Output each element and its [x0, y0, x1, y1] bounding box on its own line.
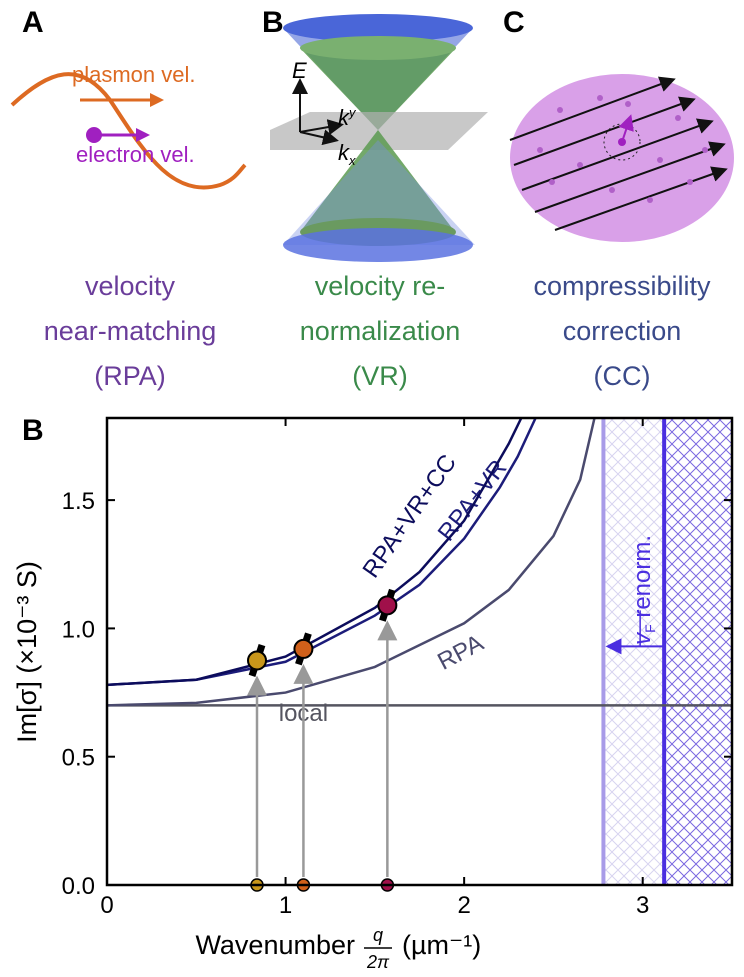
dot [647, 197, 653, 203]
caption-line: velocity [85, 271, 176, 301]
dot [597, 95, 603, 101]
dot [557, 107, 563, 113]
wave [12, 74, 245, 187]
x-axis-label: q [373, 925, 383, 945]
caption-line: compressibility [533, 271, 711, 301]
x-tick-label: 3 [636, 892, 649, 919]
label: electron vel. [76, 142, 195, 167]
caption-line: normalization [300, 316, 461, 346]
cone-bottom [283, 228, 473, 262]
panel-c: C [503, 6, 734, 242]
caption: velocity re- normalization (VR) [300, 271, 461, 391]
figure: A plasmon vel. electron vel. B E ky kx C [0, 0, 744, 977]
caption-line: velocity re- [315, 271, 446, 301]
label: plasmon vel. [72, 62, 196, 87]
arrowhead [150, 93, 164, 107]
dot [609, 187, 615, 193]
annotation-part: F [642, 624, 658, 633]
caption: velocity near-matching (RPA) [44, 271, 217, 391]
series-label: RPA [433, 629, 488, 675]
y-tick-label: 0.5 [62, 745, 95, 772]
panel-b: B E ky kx [262, 6, 488, 262]
x-axis-label: 2π [366, 952, 390, 972]
data-point [378, 596, 396, 614]
dot [549, 179, 555, 185]
panel-letter: A [22, 6, 44, 39]
hatch-region [603, 418, 664, 885]
arrowhead [136, 128, 150, 142]
caption-line: (CC) [594, 361, 651, 391]
caption-line: (RPA) [94, 361, 166, 391]
annotation-part: renorm. [629, 535, 656, 624]
dot [577, 162, 583, 168]
y-tick-label: 0.0 [62, 873, 95, 900]
x-tick-label: 2 [457, 892, 470, 919]
dot [702, 147, 708, 153]
x-tick-label: 1 [279, 892, 292, 919]
dot [537, 147, 543, 153]
data-point [294, 640, 312, 658]
dot [657, 157, 663, 163]
x-axis-label: (µm⁻¹) [402, 930, 481, 960]
panel-letter: C [503, 6, 525, 39]
caption-line: (VR) [352, 361, 408, 391]
caption-line: near-matching [44, 316, 217, 346]
panel-a: A plasmon vel. electron vel. [12, 6, 245, 188]
panel-letter: B [22, 414, 44, 447]
y-tick-label: 1.0 [62, 616, 95, 643]
caption-line: correction [563, 316, 682, 346]
line-series [107, 418, 595, 705]
data-point [248, 651, 266, 669]
dot [625, 101, 631, 107]
cone-top [300, 36, 456, 60]
dot [675, 115, 681, 121]
y-axis-label: Im[σ] (×10⁻³ S) [12, 561, 42, 743]
y-tick-label: 1.5 [62, 488, 95, 515]
x-axis-label: Wavenumber [195, 930, 355, 960]
caption: compressibility correction (CC) [533, 271, 711, 391]
axis-label: E [292, 58, 307, 83]
x-tick-label: 0 [100, 892, 113, 919]
hatch-region [664, 418, 732, 885]
panel-letter: B [262, 6, 284, 39]
dot [687, 179, 693, 185]
